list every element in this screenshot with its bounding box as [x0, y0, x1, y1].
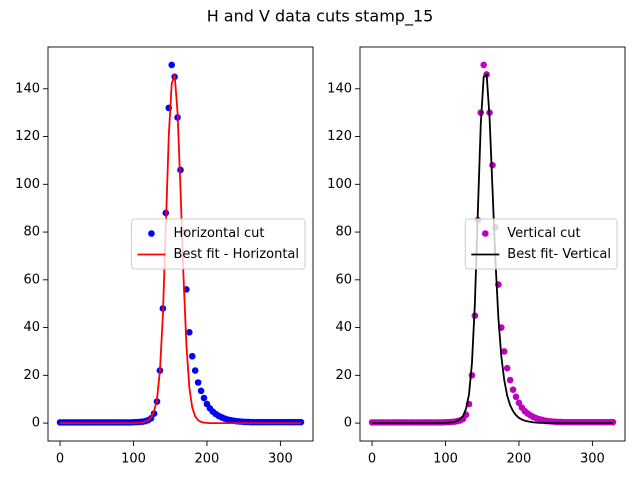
y-tick-label: 60: [335, 272, 352, 287]
x-tick-label: 100: [121, 452, 146, 467]
legend-label: Best fit - Horizontal: [173, 247, 299, 262]
data-point: [200, 394, 208, 402]
axes-frame: [47, 46, 314, 442]
y-tick-label: 40: [23, 320, 40, 335]
legend-handle: [481, 230, 489, 237]
data-point: [509, 386, 517, 393]
fit-line: [372, 72, 613, 424]
data-point: [188, 352, 196, 360]
data-point: [191, 367, 199, 374]
x-tick-label: 0: [56, 452, 64, 467]
legend-label: Vertical cut: [507, 226, 580, 241]
x-tick-label: 200: [195, 452, 220, 467]
axes-frame: [359, 46, 626, 442]
subplot: 0 20 40 60 80 100 120 140 0 100 200 300 Horizontal c…: [15, 46, 314, 467]
y-tick-label: 0: [32, 416, 40, 431]
data-point: [512, 393, 520, 401]
x-tick-label: 100: [433, 452, 458, 467]
y-tick-label: 20: [335, 368, 352, 383]
y-tick-label: 60: [23, 272, 40, 287]
data-point: [297, 418, 305, 426]
y-tick-label: 140: [15, 81, 40, 96]
y-tick-label: 80: [335, 225, 352, 240]
data-point: [503, 364, 511, 372]
y-tick-label: 20: [23, 368, 40, 383]
data-point: [506, 376, 514, 384]
y-tick-label: 80: [23, 225, 40, 240]
y-tick-label: 0: [344, 416, 352, 431]
data-point: [515, 399, 523, 407]
x-tick-label: 300: [580, 452, 605, 467]
data-point: [500, 348, 508, 355]
legend-handle: [148, 230, 155, 237]
data-point: [468, 372, 476, 379]
legend-label: Best fit- Vertical: [507, 247, 611, 262]
legend: Vertical cut Best fit- Vertical: [464, 218, 618, 270]
data-point: [197, 387, 205, 395]
data-point: [480, 61, 487, 69]
y-tick-label: 140: [327, 81, 352, 96]
figure-title: H and V data cuts stamp_15: [207, 7, 434, 27]
x-tick-label: 300: [268, 452, 293, 467]
y-tick-label: 120: [327, 129, 352, 144]
legend: Horizontal cut Best fit - Horizontal: [130, 218, 306, 270]
y-tick-label: 100: [327, 177, 352, 192]
y-tick-label: 40: [335, 320, 352, 335]
x-tick-label: 0: [368, 452, 376, 467]
data-point: [194, 379, 202, 386]
fit-line: [60, 74, 301, 424]
y-tick-label: 120: [15, 129, 40, 144]
x-tick-label: 200: [507, 452, 532, 467]
legend-frame: [130, 218, 306, 270]
data-point: [609, 418, 617, 426]
legend-label: Horizontal cut: [173, 226, 264, 241]
data-point: [186, 329, 193, 336]
legend-frame: [464, 218, 618, 270]
data-point: [168, 61, 175, 69]
y-tick-label: 100: [15, 177, 40, 192]
subplot: 0 20 40 60 80 100 120 140 0 100 200 300 Vertical cut…: [327, 46, 626, 467]
